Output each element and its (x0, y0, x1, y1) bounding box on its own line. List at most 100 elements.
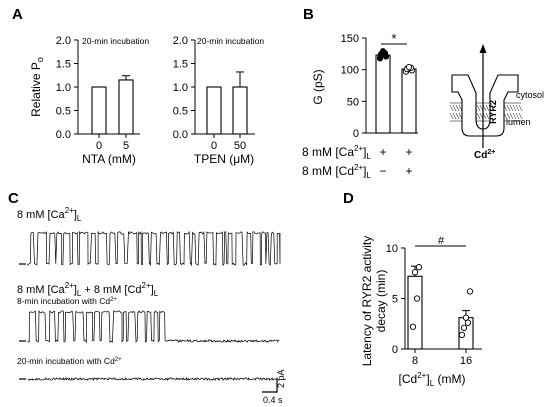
panel-d-point (462, 314, 470, 321)
membrane-hatch-line (455, 112, 460, 120)
panel-a-left-ytick-label: 0.0 (56, 129, 71, 141)
panel-a-right-yticks: 0.0 0.5 1.0 1.5 2.0 (173, 35, 195, 141)
trace-3-note: 20-min incubation with Cd2+ (17, 356, 122, 366)
panel-a-right-plot: 20-min incubation 0.0 0.5 1.0 1.5 2.0 0 50 TP… (173, 35, 265, 166)
panel-b-ytick-label: 100 (341, 65, 359, 77)
panel-b-row1-label: 8 mM [Ca2+]L (302, 144, 371, 161)
panel-a-right-xtick-label: 50 (234, 140, 246, 152)
channel-name-label: RYR2 (488, 100, 498, 124)
panel-d: Latency of RYR2 activity decay (min) 0 5 1… (360, 235, 482, 388)
membrane-hatch-line (485, 112, 490, 120)
panel-a-left-xlabel: NTA (mM) (82, 152, 136, 166)
trace-1-label: 8 mM [Ca2+]L (17, 206, 82, 223)
membrane-hatch-line (506, 112, 511, 120)
trace-2-note: 8-min incubation with Cd2+ (17, 296, 117, 306)
panel-d-bar (407, 275, 423, 350)
membrane-hatch-line (506, 104, 511, 112)
panel-a-right-ytick-label: 2.0 (173, 35, 188, 47)
panel-a-left-ytick-label: 1.5 (56, 59, 71, 71)
trace-1 (27, 230, 281, 267)
panel-b-row2-mark-1: − (379, 164, 386, 178)
panel-d-ytick-label: 0 (392, 344, 398, 356)
panel-d-point (411, 269, 419, 276)
trace-3 (27, 376, 280, 382)
panel-a-right-xtick-label: 0 (211, 140, 217, 152)
panel-c: 8 mM [Ca2+]L 8 mM [Ca2+]L + 8 mM [Cd2+]L… (17, 206, 286, 405)
panel-a-right-bar (232, 86, 248, 135)
panel-b-point (405, 63, 413, 71)
ion-label: Cd2+ (474, 149, 495, 161)
panel-d-xlabel: [Cd2+]L (mM) (399, 371, 466, 388)
panel-a-right-ytick-label: 0.0 (173, 129, 188, 141)
panel-a-left-xtick-label: 5 (123, 140, 129, 152)
membrane-hatch-line (512, 104, 517, 112)
scale-bar-current: 2 pA (276, 369, 286, 388)
channel-outline (451, 74, 519, 137)
panel-a-left-yticks: 0.0 0.5 1.0 1.5 2.0 (56, 35, 78, 141)
membrane-hatch-line (518, 104, 523, 112)
panel-d-point (464, 319, 472, 326)
membrane-hatch-line (476, 104, 481, 112)
panel-d-point (415, 264, 423, 271)
panel-b-row1-mark-1: + (379, 145, 386, 159)
panel-d-yticks: 0 5 10 (386, 243, 405, 356)
panel-a-left-ytick-label: 2.0 (56, 35, 71, 47)
panel-b-ytick-label: 150 (341, 33, 359, 45)
panel-d-point (409, 323, 417, 330)
panel-letter-b: B (303, 6, 314, 23)
trace-2 (27, 309, 280, 344)
panel-a-left-ytick-label: 0.5 (56, 106, 71, 118)
panel-b-bar (375, 54, 391, 134)
panel-d-point (458, 331, 466, 339)
trace-2-label: 8 mM [Ca2+]L + 8 mM [Cd2+]L (17, 281, 159, 298)
ryr2-channel-diagram: RYR2 cytosol lumen Cd2+ (449, 44, 544, 161)
panel-b-ylabel: G (pS) (311, 69, 325, 104)
membrane-hatch-line (455, 104, 460, 112)
panel-letter-a: A (12, 6, 23, 23)
panel-b-point (379, 48, 387, 55)
panel-a-left-bar (91, 86, 107, 135)
panel-b-ytick-label: 0 (353, 128, 359, 140)
membrane-hatch-line (476, 112, 481, 120)
ion-flow-arrowhead (479, 44, 487, 53)
membrane-hatch-line (512, 112, 517, 120)
panel-a-left-annotation: 20-min incubation (82, 36, 149, 46)
membrane-hatch-line (509, 112, 514, 120)
cytosol-label: cytosol (516, 90, 544, 100)
panel-b: G (pS) 0 50 100 150 * 8 mM [Ca2+]L 8 mM [Cd… (302, 31, 544, 180)
panel-d-point (460, 324, 468, 331)
membrane-hatch-line (452, 112, 457, 120)
panel-b-significance-mark: * (391, 31, 396, 46)
panel-d-point (466, 288, 474, 295)
panel-d-ylabel-line2: decay (min) (374, 270, 388, 333)
panel-a-left-bar (118, 79, 134, 135)
panel-d-point (413, 295, 421, 302)
panel-a-right-annotation: 20-min incubation (197, 36, 264, 46)
membrane-hatch-line (449, 104, 454, 112)
panel-a-right-ytick-label: 1.0 (173, 82, 188, 94)
panel-letter-c: C (8, 190, 19, 207)
panel-a-right-bars: 0 50 (206, 71, 248, 152)
panel-a: Relative Po 20-min incubation 0.0 0.5 1.0 1… (29, 35, 264, 166)
membrane-hatch-line (509, 104, 514, 112)
panel-a-ylabel: Relative Po (29, 57, 45, 117)
panel-letter-d: D (343, 190, 354, 207)
panel-b-row1-mark-2: + (405, 145, 412, 159)
panel-a-right-ytick-label: 0.5 (173, 106, 188, 118)
membrane-hatch-line (518, 112, 523, 120)
panel-a-right-xlabel: TPEN (μM) (194, 152, 254, 166)
panel-d-ytick-label: 10 (386, 243, 398, 255)
panel-b-points (376, 48, 416, 75)
panel-b-row2-mark-2: + (405, 164, 412, 178)
membrane-hatch-line (515, 104, 520, 112)
panel-d-significance-mark: # (438, 235, 445, 247)
panel-a-left-xtick-label: 0 (96, 140, 102, 152)
membrane-hatch-line (449, 112, 454, 120)
membrane-hatch-line (515, 112, 520, 120)
scale-bar (262, 379, 278, 393)
panel-b-bar (401, 68, 417, 134)
